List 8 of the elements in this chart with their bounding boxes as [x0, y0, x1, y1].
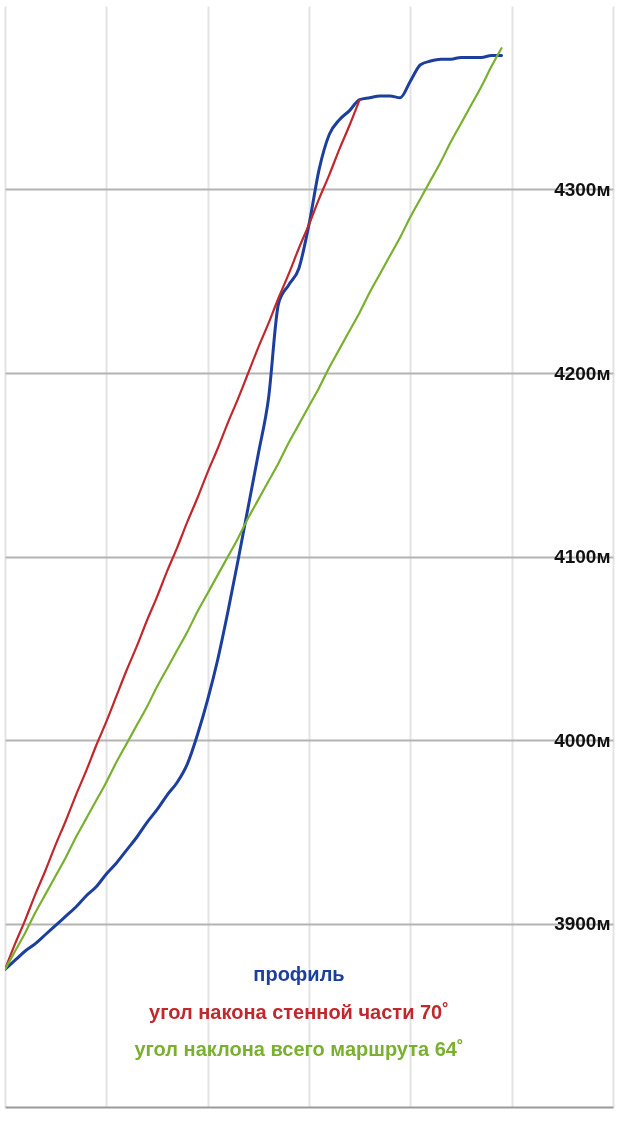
y-tick-label: 4100м: [554, 546, 611, 567]
text: угол наклона всего маршрута 64˚: [134, 1038, 464, 1060]
y-tick-label: 4000м: [554, 729, 611, 751]
text: профиль: [253, 963, 345, 985]
y-tick-label: 4200м: [554, 362, 611, 384]
y-tick-label: 3900м: [554, 913, 611, 934]
text: угол накона стенной части 70˚: [149, 1000, 449, 1023]
y-tick-label: 4300м: [554, 179, 611, 200]
